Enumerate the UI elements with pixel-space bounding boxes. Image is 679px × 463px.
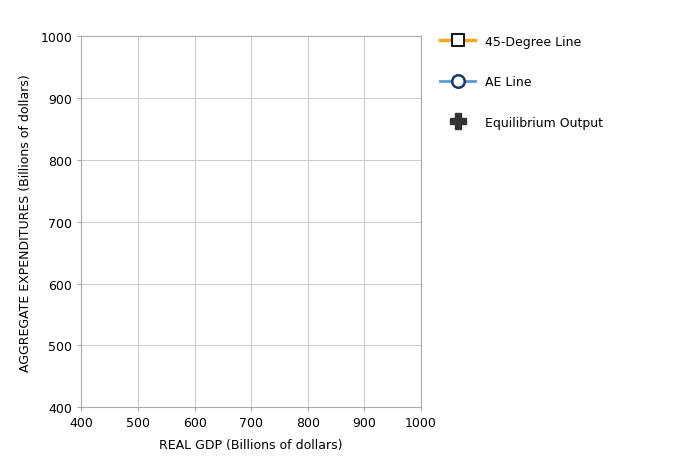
X-axis label: REAL GDP (Billions of dollars): REAL GDP (Billions of dollars) [160, 438, 343, 450]
Legend: 45-Degree Line, AE Line, Equilibrium Output: 45-Degree Line, AE Line, Equilibrium Out… [434, 29, 610, 136]
Y-axis label: AGGREGATE EXPENDITURES (Billions of dollars): AGGREGATE EXPENDITURES (Billions of doll… [19, 74, 32, 371]
